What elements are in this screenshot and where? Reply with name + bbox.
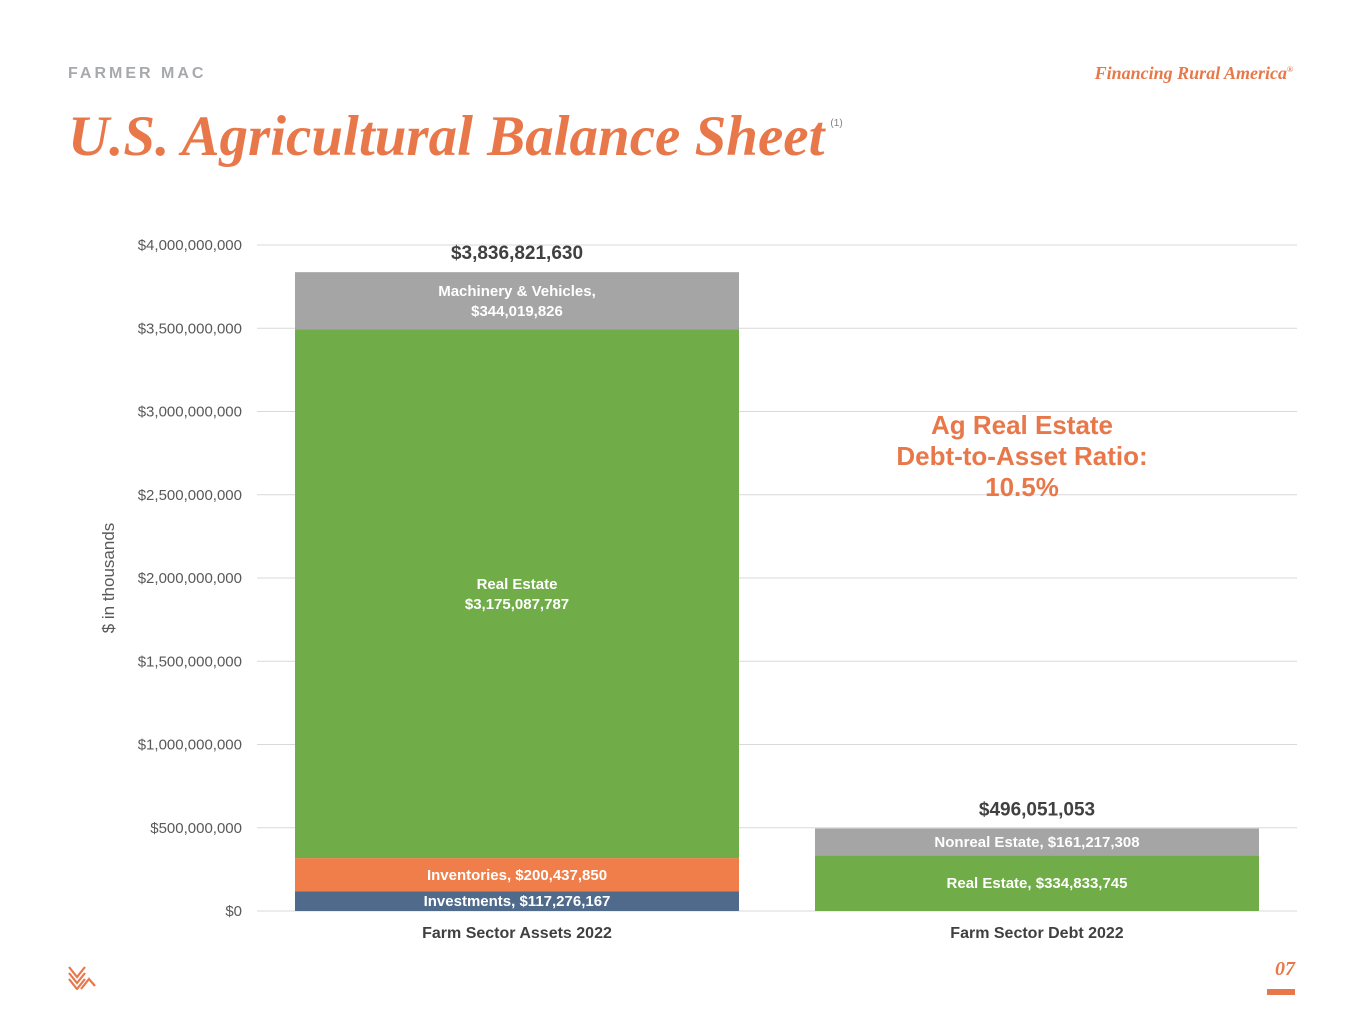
data-label: Investments, $117,276,167 xyxy=(424,893,611,910)
bar-segment-investments xyxy=(295,891,739,911)
x-category-label: Farm Sector Debt 2022 xyxy=(950,925,1124,942)
y-tick-label: $1,000,000,000 xyxy=(138,737,242,754)
total-label: $496,051,053 xyxy=(979,799,1095,820)
page-number-underline xyxy=(1267,989,1295,995)
y-tick-label: $2,500,000,000 xyxy=(138,487,242,504)
bar-segment-machinery-vehicles xyxy=(295,272,739,330)
bar-segment-real-estate xyxy=(295,329,739,859)
brand-name: FARMER MAC xyxy=(68,65,207,82)
y-tick-label: $500,000,000 xyxy=(150,820,242,837)
x-category-label: Farm Sector Assets 2022 xyxy=(422,925,612,942)
bar-segment-real-estate xyxy=(815,855,1259,911)
registered-mark: ® xyxy=(1287,65,1293,74)
ratio-annotation: Debt-to-Asset Ratio: xyxy=(896,441,1147,471)
y-axis-label: $ in thousands xyxy=(99,523,118,634)
data-label: Nonreal Estate, $161,217,308 xyxy=(934,834,1139,851)
y-tick-label: $2,000,000,000 xyxy=(138,570,242,587)
page-title-text: U.S. Agricultural Balance Sheet xyxy=(68,105,825,168)
y-tick-label: $1,500,000,000 xyxy=(138,653,242,670)
total-label: $3,836,821,630 xyxy=(451,243,583,264)
y-tick-label: $0 xyxy=(225,903,242,920)
data-label: $344,019,826 xyxy=(471,303,563,320)
y-tick-label: $3,500,000,000 xyxy=(138,320,242,337)
data-label: Real Estate, $334,833,745 xyxy=(947,875,1128,892)
tagline-text: Financing Rural America xyxy=(1094,63,1288,83)
bar-segment-inventories xyxy=(295,858,739,892)
ratio-annotation: Ag Real Estate xyxy=(931,410,1113,440)
bar-segment-nonreal-estate xyxy=(815,828,1259,856)
data-label: Machinery & Vehicles, xyxy=(438,283,596,300)
y-tick-label: $3,000,000,000 xyxy=(138,404,242,421)
title-footnote: (1) xyxy=(830,118,843,129)
data-label: Inventories, $200,437,850 xyxy=(427,867,607,884)
farmer-mac-chevron-logo-icon xyxy=(68,966,96,990)
tagline: Financing Rural America® xyxy=(1095,63,1293,84)
data-label: Real Estate xyxy=(477,576,558,593)
y-tick-label: $4,000,000,000 xyxy=(138,237,242,254)
ratio-annotation: 10.5% xyxy=(985,472,1059,502)
page-title: U.S. Agricultural Balance Sheet (1) xyxy=(68,105,843,169)
page-number: 07 xyxy=(1275,958,1295,980)
data-label: $3,175,087,787 xyxy=(465,596,569,613)
